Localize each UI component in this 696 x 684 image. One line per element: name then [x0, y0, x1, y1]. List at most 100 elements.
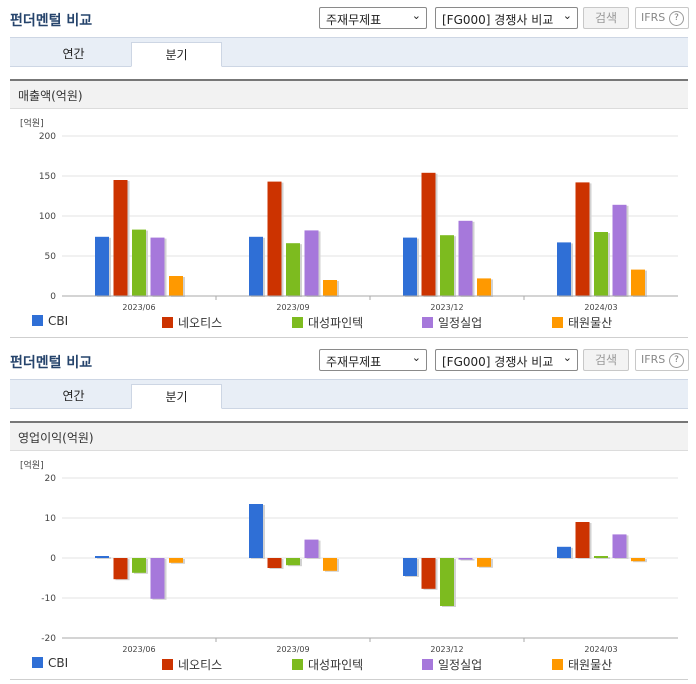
bar [132, 229, 146, 296]
bar [612, 534, 627, 558]
y-tick-label: 0 [50, 292, 56, 302]
bar [403, 558, 417, 576]
bar [113, 180, 128, 296]
legend-item[interactable]: 대성파인텍 [292, 314, 363, 331]
bar [249, 236, 263, 296]
bar-chart: [억원] 0 50 100 150 200 2023/06 2023/09 2023/12 202… [20, 117, 678, 312]
legend-swatch [162, 317, 173, 328]
chart-title: 영업이익(억원) [18, 431, 94, 445]
chart-title-bar: 영업이익(억원) [10, 421, 688, 451]
legend-label: 태원물산 [568, 658, 613, 672]
bar [95, 556, 109, 558]
legend-item[interactable]: CBI [32, 314, 68, 328]
chevron-down-icon: ⌄ [411, 351, 421, 364]
legend-item[interactable]: 일정실업 [422, 314, 482, 331]
bar [267, 181, 282, 296]
x-tick-label: 2023/09 [276, 645, 309, 654]
y-tick-label: 100 [39, 212, 56, 222]
x-tick-label: 2024/03 [584, 645, 617, 654]
bar [631, 558, 645, 562]
section-divider [10, 337, 688, 338]
legend-swatch [32, 657, 43, 668]
bar-chart: [억원] -20 -10 0 10 20 2023/06 2023/09 2023/12 2024… [20, 459, 678, 654]
statement-type-value: 주재무제표 [326, 13, 382, 27]
y-tick-label: 20 [45, 474, 57, 484]
x-tick-label: 2023/09 [276, 303, 309, 312]
bar [421, 558, 436, 589]
bar [594, 232, 608, 296]
legend-swatch [292, 659, 303, 670]
legend-label: 일정실업 [438, 316, 483, 330]
unit-label: [억원] [20, 117, 44, 129]
section-title: 펀더멘털 비교 [10, 355, 93, 371]
ifrs-label: IFRS [641, 353, 666, 366]
statement-type-select[interactable]: 주재무제표 ⌄ [319, 7, 427, 29]
legend-label: CBI [48, 656, 69, 670]
bar [150, 237, 165, 296]
bar [267, 558, 282, 568]
bar [557, 546, 571, 558]
statement-type-value: 주재무제표 [326, 355, 382, 369]
legend-item[interactable]: 네오티스 [162, 314, 222, 331]
bar [132, 558, 146, 573]
bar [458, 558, 473, 560]
bar [631, 269, 645, 296]
period-tabs: 연간 분기 [10, 37, 688, 67]
peer-group-value: [FG000] 경쟁사 비교 [442, 355, 554, 369]
bar [612, 204, 627, 296]
legend-label: 네오티스 [178, 316, 223, 330]
legend-swatch [552, 659, 563, 670]
period-tabs: 연간 분기 [10, 379, 688, 409]
bar [575, 522, 590, 558]
legend-item[interactable]: 태원물산 [552, 656, 612, 673]
legend-swatch [422, 659, 433, 670]
legend-label: CBI [48, 314, 69, 328]
bar [557, 242, 571, 296]
ifrs-label: IFRS [641, 11, 666, 24]
y-tick-label: 200 [39, 132, 56, 142]
ifrs-button[interactable]: IFRS? [635, 349, 689, 371]
tab-quarterly[interactable]: 분기 [131, 42, 222, 67]
bar [304, 539, 319, 558]
chart-title: 매출액(억원) [18, 89, 83, 103]
tab-annual[interactable]: 연간 [62, 389, 85, 403]
legend-item[interactable]: 대성파인텍 [292, 656, 363, 673]
tab-annual[interactable]: 연간 [62, 47, 85, 61]
y-tick-label: 0 [50, 554, 56, 564]
search-button[interactable]: 검색 [583, 7, 629, 29]
legend-item[interactable]: 네오티스 [162, 656, 222, 673]
y-tick-label: -10 [41, 594, 56, 604]
legend-item[interactable]: 일정실업 [422, 656, 482, 673]
bar [323, 280, 337, 296]
statement-type-select[interactable]: 주재무제표 ⌄ [319, 349, 427, 371]
bar [150, 558, 165, 599]
section-title: 펀더멘털 비교 [10, 13, 93, 29]
y-tick-label: 10 [45, 514, 57, 524]
bar [440, 235, 454, 296]
x-tick-label: 2023/06 [122, 303, 155, 312]
bar [477, 558, 491, 567]
bar-shadow [460, 559, 475, 561]
peer-group-select[interactable]: [FG000] 경쟁사 비교 ⌄ [435, 7, 578, 29]
fundamental-section-operating-profit: 펀더멘털 비교 주재무제표 ⌄ [FG000] 경쟁사 비교 ⌄ 검색 IFRS? 연간 분기 영… [0, 342, 696, 684]
ifrs-button[interactable]: IFRS? [635, 7, 689, 29]
y-tick-label: 150 [39, 172, 56, 182]
legend-swatch [32, 315, 43, 326]
legend-item[interactable]: CBI [32, 656, 68, 670]
legend-swatch [292, 317, 303, 328]
help-icon: ? [669, 353, 684, 368]
legend-item[interactable]: 태원물산 [552, 314, 612, 331]
bar [458, 220, 473, 296]
section-divider [10, 679, 688, 680]
peer-group-select[interactable]: [FG000] 경쟁사 비교 ⌄ [435, 349, 578, 371]
bar [440, 558, 454, 606]
x-tick-label: 2023/12 [430, 645, 463, 654]
search-button[interactable]: 검색 [583, 349, 629, 371]
chart-title-bar: 매출액(억원) [10, 79, 688, 109]
bar [594, 556, 608, 558]
bar [286, 558, 300, 566]
y-tick-label: -20 [41, 634, 56, 644]
x-tick-label: 2023/06 [122, 645, 155, 654]
tab-quarterly[interactable]: 분기 [131, 384, 222, 409]
bar [286, 243, 300, 296]
